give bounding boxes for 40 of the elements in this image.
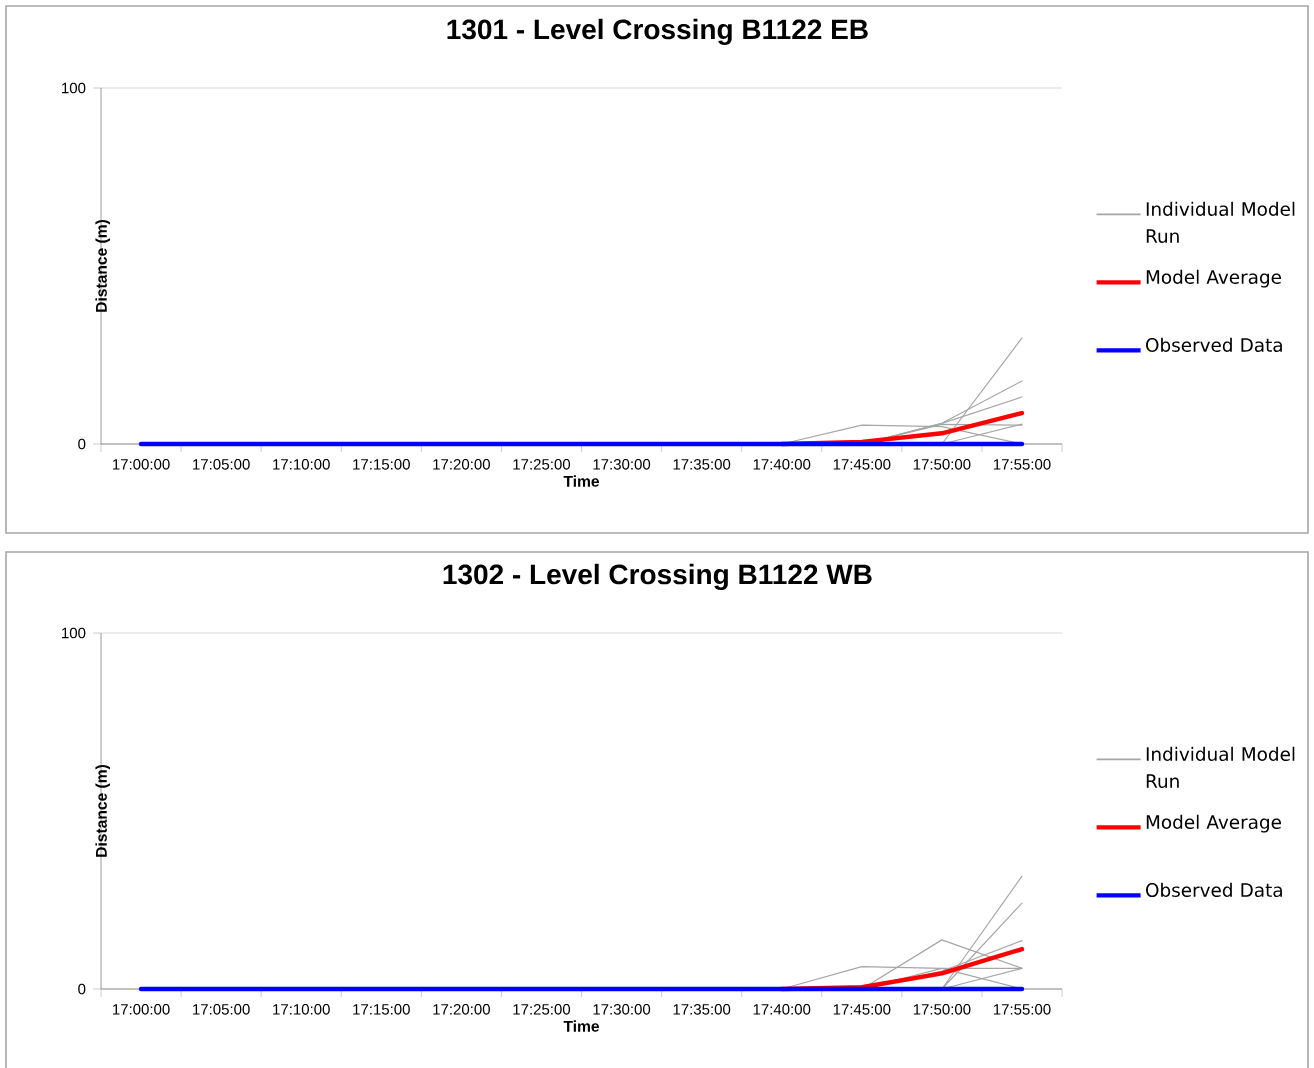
x-tick-label: 17:05:00 bbox=[193, 459, 250, 470]
chart-title: 1301 - Level Crossing B1122 EB bbox=[447, 18, 868, 45]
x-tick-label: 17:00:00 bbox=[113, 459, 170, 470]
x-tick-label: 17:20:00 bbox=[433, 1004, 490, 1015]
legend-label: Individual Model Run bbox=[1146, 746, 1295, 788]
x-tick-label: 17:55:00 bbox=[993, 1004, 1051, 1015]
x-tick-label: 17:40:00 bbox=[753, 459, 811, 470]
x-tick-label: 17:35:00 bbox=[673, 459, 731, 470]
x-tick-label: 17:35:00 bbox=[673, 1004, 731, 1015]
x-tick-label: 17:25:00 bbox=[513, 1004, 571, 1015]
legend-label: Model Average bbox=[1146, 814, 1281, 833]
x-tick-label: 17:50:00 bbox=[913, 459, 971, 470]
x-tick-label: 17:30:00 bbox=[593, 459, 651, 470]
x-tick-label: 17:30:00 bbox=[593, 1004, 651, 1015]
legend-label: Individual Model Run bbox=[1146, 201, 1295, 243]
legend-label: Observed Data bbox=[1146, 337, 1282, 352]
x-tick-label: 17:10:00 bbox=[273, 459, 330, 470]
x-tick-label: 17:25:00 bbox=[513, 459, 571, 470]
legend-label: Model Average bbox=[1146, 269, 1281, 288]
x-tick-label: 17:10:00 bbox=[273, 1004, 330, 1015]
x-tick-label: 17:40:00 bbox=[753, 1004, 811, 1015]
y-tick-label: 100 bbox=[62, 82, 86, 94]
y-axis-title: Distance (m) bbox=[95, 765, 110, 857]
x-tick-label: 17:45:00 bbox=[833, 1004, 891, 1015]
x-tick-label: 17:20:00 bbox=[433, 459, 490, 470]
x-axis-title: Time bbox=[563, 475, 600, 487]
x-tick-label: 17:45:00 bbox=[833, 459, 891, 470]
x-tick-label: 17:00:00 bbox=[113, 1004, 170, 1015]
x-tick-label: 17:50:00 bbox=[913, 1004, 971, 1015]
y-tick-label: 0 bbox=[78, 438, 86, 450]
chart-title: 1302 - Level Crossing B1122 WB bbox=[443, 563, 872, 591]
x-axis-title: Time bbox=[563, 1020, 600, 1032]
x-tick-label: 17:15:00 bbox=[353, 459, 410, 470]
x-tick-label: 17:15:00 bbox=[353, 1004, 410, 1015]
legend-label: Observed Data bbox=[1146, 882, 1282, 898]
y-tick-label: 0 bbox=[78, 983, 86, 995]
x-tick-label: 17:55:00 bbox=[993, 459, 1051, 470]
y-tick-label: 100 bbox=[62, 627, 86, 639]
y-axis-title: Distance (m) bbox=[95, 219, 110, 312]
x-tick-label: 17:05:00 bbox=[193, 1004, 250, 1015]
